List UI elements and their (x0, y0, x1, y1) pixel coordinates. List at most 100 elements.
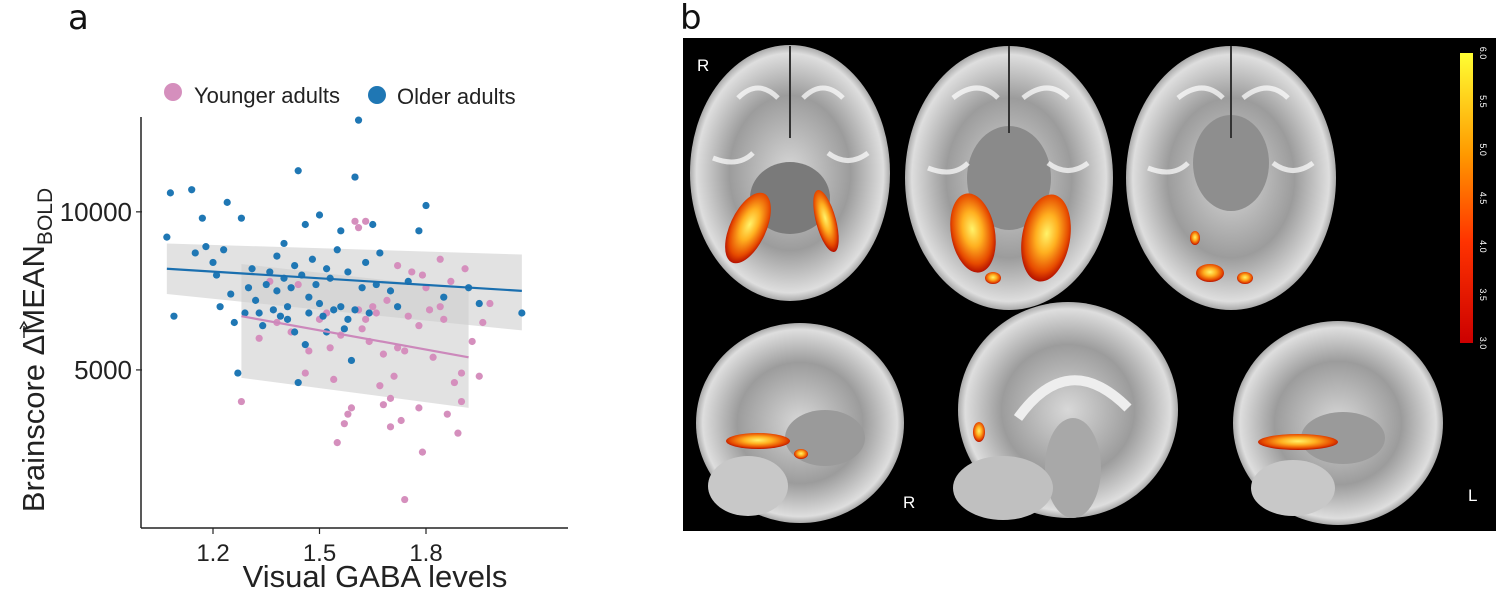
older-point (301, 341, 309, 349)
orientation-label-top-left: R (697, 56, 709, 75)
activation-blob (813, 189, 839, 253)
legend: Younger adults Older adults (164, 83, 516, 109)
brain-slices: R R L 3.0 3.5 4.0 4.5 5.0 5.5 6.0 (690, 45, 1488, 525)
younger-point (450, 378, 458, 387)
older-point (223, 198, 231, 206)
younger-point (397, 416, 405, 425)
older-point (344, 268, 352, 276)
older-point (259, 322, 267, 330)
older-point (216, 303, 224, 311)
older-point (386, 287, 395, 295)
older-point (315, 211, 324, 219)
sagittal-slice-1 (696, 323, 904, 523)
older-point (294, 167, 302, 175)
panel-a-letter: a (68, 0, 89, 38)
younger-point (351, 217, 359, 225)
younger-point (457, 397, 466, 406)
y-tick-label: 10000 (60, 197, 132, 227)
older-point (234, 369, 242, 377)
younger-point (369, 303, 377, 311)
younger-point (347, 404, 356, 412)
younger-point (415, 404, 423, 412)
older-point (319, 312, 327, 320)
older-point (333, 246, 341, 254)
older-point (394, 303, 402, 311)
older-point (212, 271, 221, 279)
older-point (220, 246, 228, 254)
fit-line-older (166, 267, 522, 292)
younger-point (408, 268, 416, 276)
y-axis-label-main: Brainscore ΔMEAN (16, 245, 51, 512)
younger-point (401, 347, 409, 355)
activation-blob (725, 192, 771, 264)
younger-point (344, 410, 352, 418)
younger-point (457, 369, 466, 377)
older-point (315, 299, 324, 308)
older-point (323, 265, 331, 273)
older-point (237, 214, 245, 222)
younger-point (330, 375, 338, 384)
activation-blob (1237, 272, 1253, 284)
older-point (330, 306, 338, 314)
data-points (163, 116, 526, 504)
older-point (308, 255, 316, 263)
older-point (244, 284, 253, 292)
delta-arrow-icon (19, 320, 29, 338)
younger-point (294, 280, 302, 289)
colorbar-tick-label: 4.0 (1478, 240, 1488, 253)
younger-point (418, 448, 427, 456)
older-point (269, 306, 277, 314)
older-point (351, 306, 359, 314)
younger-point (326, 344, 334, 352)
scatter-chart: 1.2 1.5 1.8 5000 10000 Younger adults Older … (16, 83, 568, 590)
older-point (227, 290, 235, 298)
older-point (255, 309, 263, 317)
colorbar-ticks: 3.0 3.5 4.0 4.5 5.0 5.5 6.0 (1478, 47, 1488, 350)
younger-point (415, 322, 423, 330)
older-point (163, 233, 171, 241)
younger-point (362, 217, 370, 225)
younger-point (379, 350, 387, 358)
older-point (301, 220, 309, 229)
younger-point (237, 397, 245, 406)
older-point (337, 303, 345, 311)
younger-point (479, 318, 487, 327)
older-point (287, 284, 295, 292)
older-point (305, 293, 313, 301)
older-point (362, 258, 370, 267)
younger-point (394, 261, 402, 270)
older-point (340, 325, 348, 333)
older-point (354, 116, 363, 124)
older-point (291, 328, 299, 336)
younger-point (425, 306, 434, 314)
younger-point (475, 372, 483, 380)
younger-point (429, 353, 437, 361)
younger-point (333, 439, 341, 447)
younger-point (383, 296, 391, 304)
activation-blob (726, 433, 790, 449)
fit-lines (166, 267, 522, 359)
y-axis-label-subscript: BOLD (34, 188, 57, 245)
older-point (283, 303, 292, 311)
younger-point (305, 347, 313, 355)
younger-point (436, 303, 444, 311)
legend-younger-label: Younger adults (194, 83, 340, 108)
younger-point (440, 315, 448, 323)
activation-blob (1196, 264, 1224, 282)
x-tick-label: 1.5 (303, 540, 336, 567)
orientation-label-bottom-right: L (1468, 486, 1477, 505)
younger-point (454, 429, 462, 437)
younger-point (436, 255, 444, 263)
older-point (252, 296, 260, 304)
activation-blob (985, 272, 1001, 284)
older-point (358, 284, 366, 292)
legend-older-label: Older adults (397, 84, 516, 109)
older-point (188, 186, 196, 194)
activation-blob (794, 449, 808, 459)
older-point (475, 299, 483, 308)
axis-ticks: 1.2 1.5 1.8 5000 10000 (60, 197, 443, 567)
older-point (351, 173, 359, 181)
colorbar-tick-label: 4.5 (1478, 192, 1488, 205)
younger-point (394, 344, 402, 352)
older-point (369, 220, 377, 229)
